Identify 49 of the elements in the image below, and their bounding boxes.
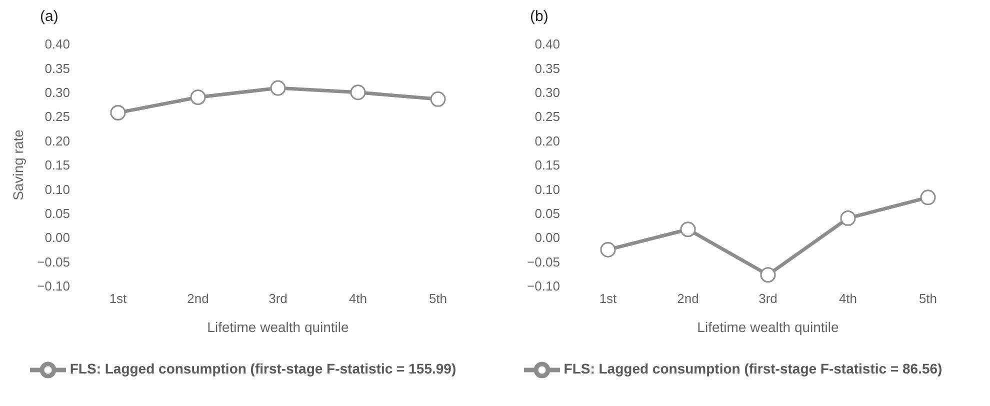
point: [350, 84, 366, 100]
y-tick-label: −0.10: [37, 278, 70, 294]
point: [600, 242, 616, 258]
legend-label: FLS: Lagged consumption (first-stage F-statistic = 155.99): [70, 360, 456, 377]
legend-label: FLS: Lagged consumption (first-stage F-statistic = 86.56): [564, 360, 942, 377]
point: [190, 89, 206, 105]
x-tick-label: 1st: [109, 291, 128, 306]
chart-title: (a): [40, 8, 58, 25]
y-tick-label: 0.10: [534, 182, 560, 197]
x-axis-title: Lifetime wealth quintile: [207, 319, 350, 335]
y-tick-label: 0.00: [534, 230, 560, 246]
y-tick-label: −0.10: [527, 278, 560, 294]
point: [430, 91, 446, 107]
y-axis-title: Saving rate: [10, 129, 26, 200]
y-tick-label: −0.05: [37, 254, 70, 270]
y-tick-label: 0.15: [44, 158, 70, 173]
point: [270, 80, 286, 96]
x-tick-label: 3rd: [758, 291, 778, 306]
point: [840, 210, 856, 226]
y-tick-label: 0.25: [44, 109, 70, 124]
y-tick-label: 0.00: [44, 230, 70, 246]
x-tick-label: 2nd: [187, 291, 209, 306]
y-tick-label: 0.20: [44, 133, 70, 148]
y-tick-label: 0.15: [534, 158, 560, 173]
point: [920, 190, 936, 206]
x-tick-label: 2nd: [677, 291, 699, 306]
y-tick-label: 0.20: [534, 133, 560, 148]
x-tick-label: 3rd: [268, 291, 288, 306]
y-tick-label: 0.30: [44, 85, 70, 100]
point: [760, 267, 776, 283]
y-tick-label: 0.35: [44, 60, 70, 76]
y-tick-label: 0.40: [534, 36, 560, 52]
x-tick-label: 5th: [918, 291, 938, 306]
y-tick-label: 0.05: [44, 206, 70, 222]
y-tick-label: 0.35: [534, 60, 560, 76]
y-tick-label: 0.10: [44, 182, 70, 197]
y-tick-label: −0.05: [527, 254, 560, 270]
y-tick-label: 0.40: [44, 36, 70, 52]
x-tick-label: 4th: [348, 291, 368, 306]
point: [110, 104, 126, 120]
x-tick-label: 5th: [428, 291, 448, 306]
y-tick-label: 0.05: [534, 206, 560, 222]
x-tick-label: 1st: [599, 291, 618, 306]
chart-title: (b): [530, 8, 548, 25]
x-tick-label: 4th: [838, 291, 858, 306]
y-tick-label: 0.25: [534, 109, 560, 124]
x-axis-title: Lifetime wealth quintile: [697, 319, 840, 335]
point: [680, 222, 696, 238]
y-tick-label: 0.30: [534, 85, 560, 100]
